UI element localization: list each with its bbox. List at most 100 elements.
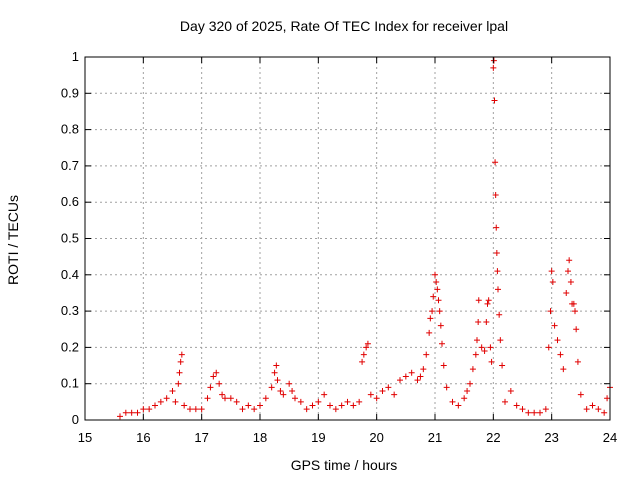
data-point xyxy=(494,268,501,275)
data-point xyxy=(493,250,500,257)
x-tick-label: 16 xyxy=(136,430,150,445)
data-point xyxy=(350,402,357,409)
axis-ticks: 15 16 17 18 19 20 21 22 23 24 0 0.1 0.2 0.3 0.4 0.5 0.6 0… xyxy=(61,49,617,445)
data-point xyxy=(309,402,316,409)
data-point xyxy=(493,224,500,231)
y-tick-label: 0.3 xyxy=(61,303,79,318)
data-point xyxy=(373,395,380,402)
data-point xyxy=(286,380,293,387)
data-point xyxy=(439,340,445,347)
data-point xyxy=(417,373,424,380)
y-tick-label: 0 xyxy=(72,412,79,427)
data-point xyxy=(213,369,220,376)
data-point xyxy=(169,387,176,394)
y-tick-label: 0.5 xyxy=(61,231,79,246)
data-point xyxy=(356,398,363,405)
data-point xyxy=(440,362,447,369)
data-point xyxy=(408,369,415,376)
data-point xyxy=(172,398,179,405)
data-point xyxy=(467,380,473,387)
data-point xyxy=(488,358,495,365)
data-point xyxy=(426,329,433,336)
data-point xyxy=(122,409,129,416)
data-point xyxy=(429,308,436,315)
data-point xyxy=(277,387,284,394)
x-tick-label: 20 xyxy=(369,430,383,445)
data-point xyxy=(464,387,471,394)
data-point xyxy=(175,380,182,387)
data-point xyxy=(187,406,193,413)
data-point xyxy=(573,326,580,333)
y-tick-label: 0.9 xyxy=(61,85,79,100)
data-point xyxy=(344,398,351,405)
x-tick-label: 18 xyxy=(253,430,267,445)
x-tick-label: 23 xyxy=(544,430,558,445)
data-point xyxy=(227,395,234,402)
data-point xyxy=(574,358,581,365)
data-point xyxy=(595,406,602,413)
data-point xyxy=(499,362,506,369)
data-point xyxy=(262,395,269,402)
data-point xyxy=(577,391,584,398)
y-tick-label: 0.2 xyxy=(61,339,79,354)
data-point xyxy=(436,308,443,315)
data-point xyxy=(475,297,482,304)
data-point xyxy=(492,191,499,198)
data-point xyxy=(176,369,183,376)
data-point xyxy=(385,384,392,391)
data-point xyxy=(239,406,246,413)
data-point xyxy=(560,366,567,373)
data-point xyxy=(492,159,499,166)
data-point xyxy=(495,286,501,293)
data-point xyxy=(537,409,543,416)
gridlines xyxy=(85,57,610,420)
data-point xyxy=(513,402,520,409)
data-point xyxy=(432,271,438,278)
data-point xyxy=(251,406,258,413)
data-point xyxy=(315,398,322,405)
data-point xyxy=(497,337,504,344)
data-point xyxy=(604,395,611,402)
data-point xyxy=(469,366,476,373)
data-point xyxy=(117,413,123,420)
y-tick-label: 1 xyxy=(72,49,79,64)
data-point xyxy=(414,377,421,384)
data-point xyxy=(332,406,339,413)
data-point xyxy=(297,398,304,405)
chart-title: Day 320 of 2025, Rate Of TEC Index for r… xyxy=(180,18,508,34)
data-point xyxy=(525,409,532,416)
data-point xyxy=(455,402,462,409)
data-points xyxy=(117,57,613,420)
data-point xyxy=(271,369,278,376)
data-point xyxy=(472,351,479,358)
data-point xyxy=(483,318,490,325)
data-point xyxy=(423,351,430,358)
data-point xyxy=(363,344,370,351)
data-point xyxy=(554,337,561,344)
data-point xyxy=(198,406,205,413)
data-point xyxy=(402,373,409,380)
data-point xyxy=(321,391,328,398)
data-point xyxy=(397,377,403,384)
data-point xyxy=(474,337,480,344)
y-tick-label: 0.8 xyxy=(61,122,79,137)
data-point xyxy=(565,268,571,275)
data-point xyxy=(496,311,503,318)
data-point xyxy=(338,402,345,409)
data-point xyxy=(177,358,184,365)
data-point xyxy=(327,402,333,409)
data-point xyxy=(491,97,498,104)
y-tick-label: 0.1 xyxy=(61,376,79,391)
data-point xyxy=(245,402,252,409)
data-point xyxy=(545,344,552,351)
data-point xyxy=(490,57,497,64)
y-tick-label: 0.4 xyxy=(61,267,79,282)
data-point xyxy=(280,391,287,398)
x-tick-label: 19 xyxy=(311,430,325,445)
data-point xyxy=(207,384,214,391)
data-point xyxy=(152,402,158,409)
data-point xyxy=(601,409,608,416)
data-point xyxy=(268,384,275,391)
data-point xyxy=(364,340,371,347)
